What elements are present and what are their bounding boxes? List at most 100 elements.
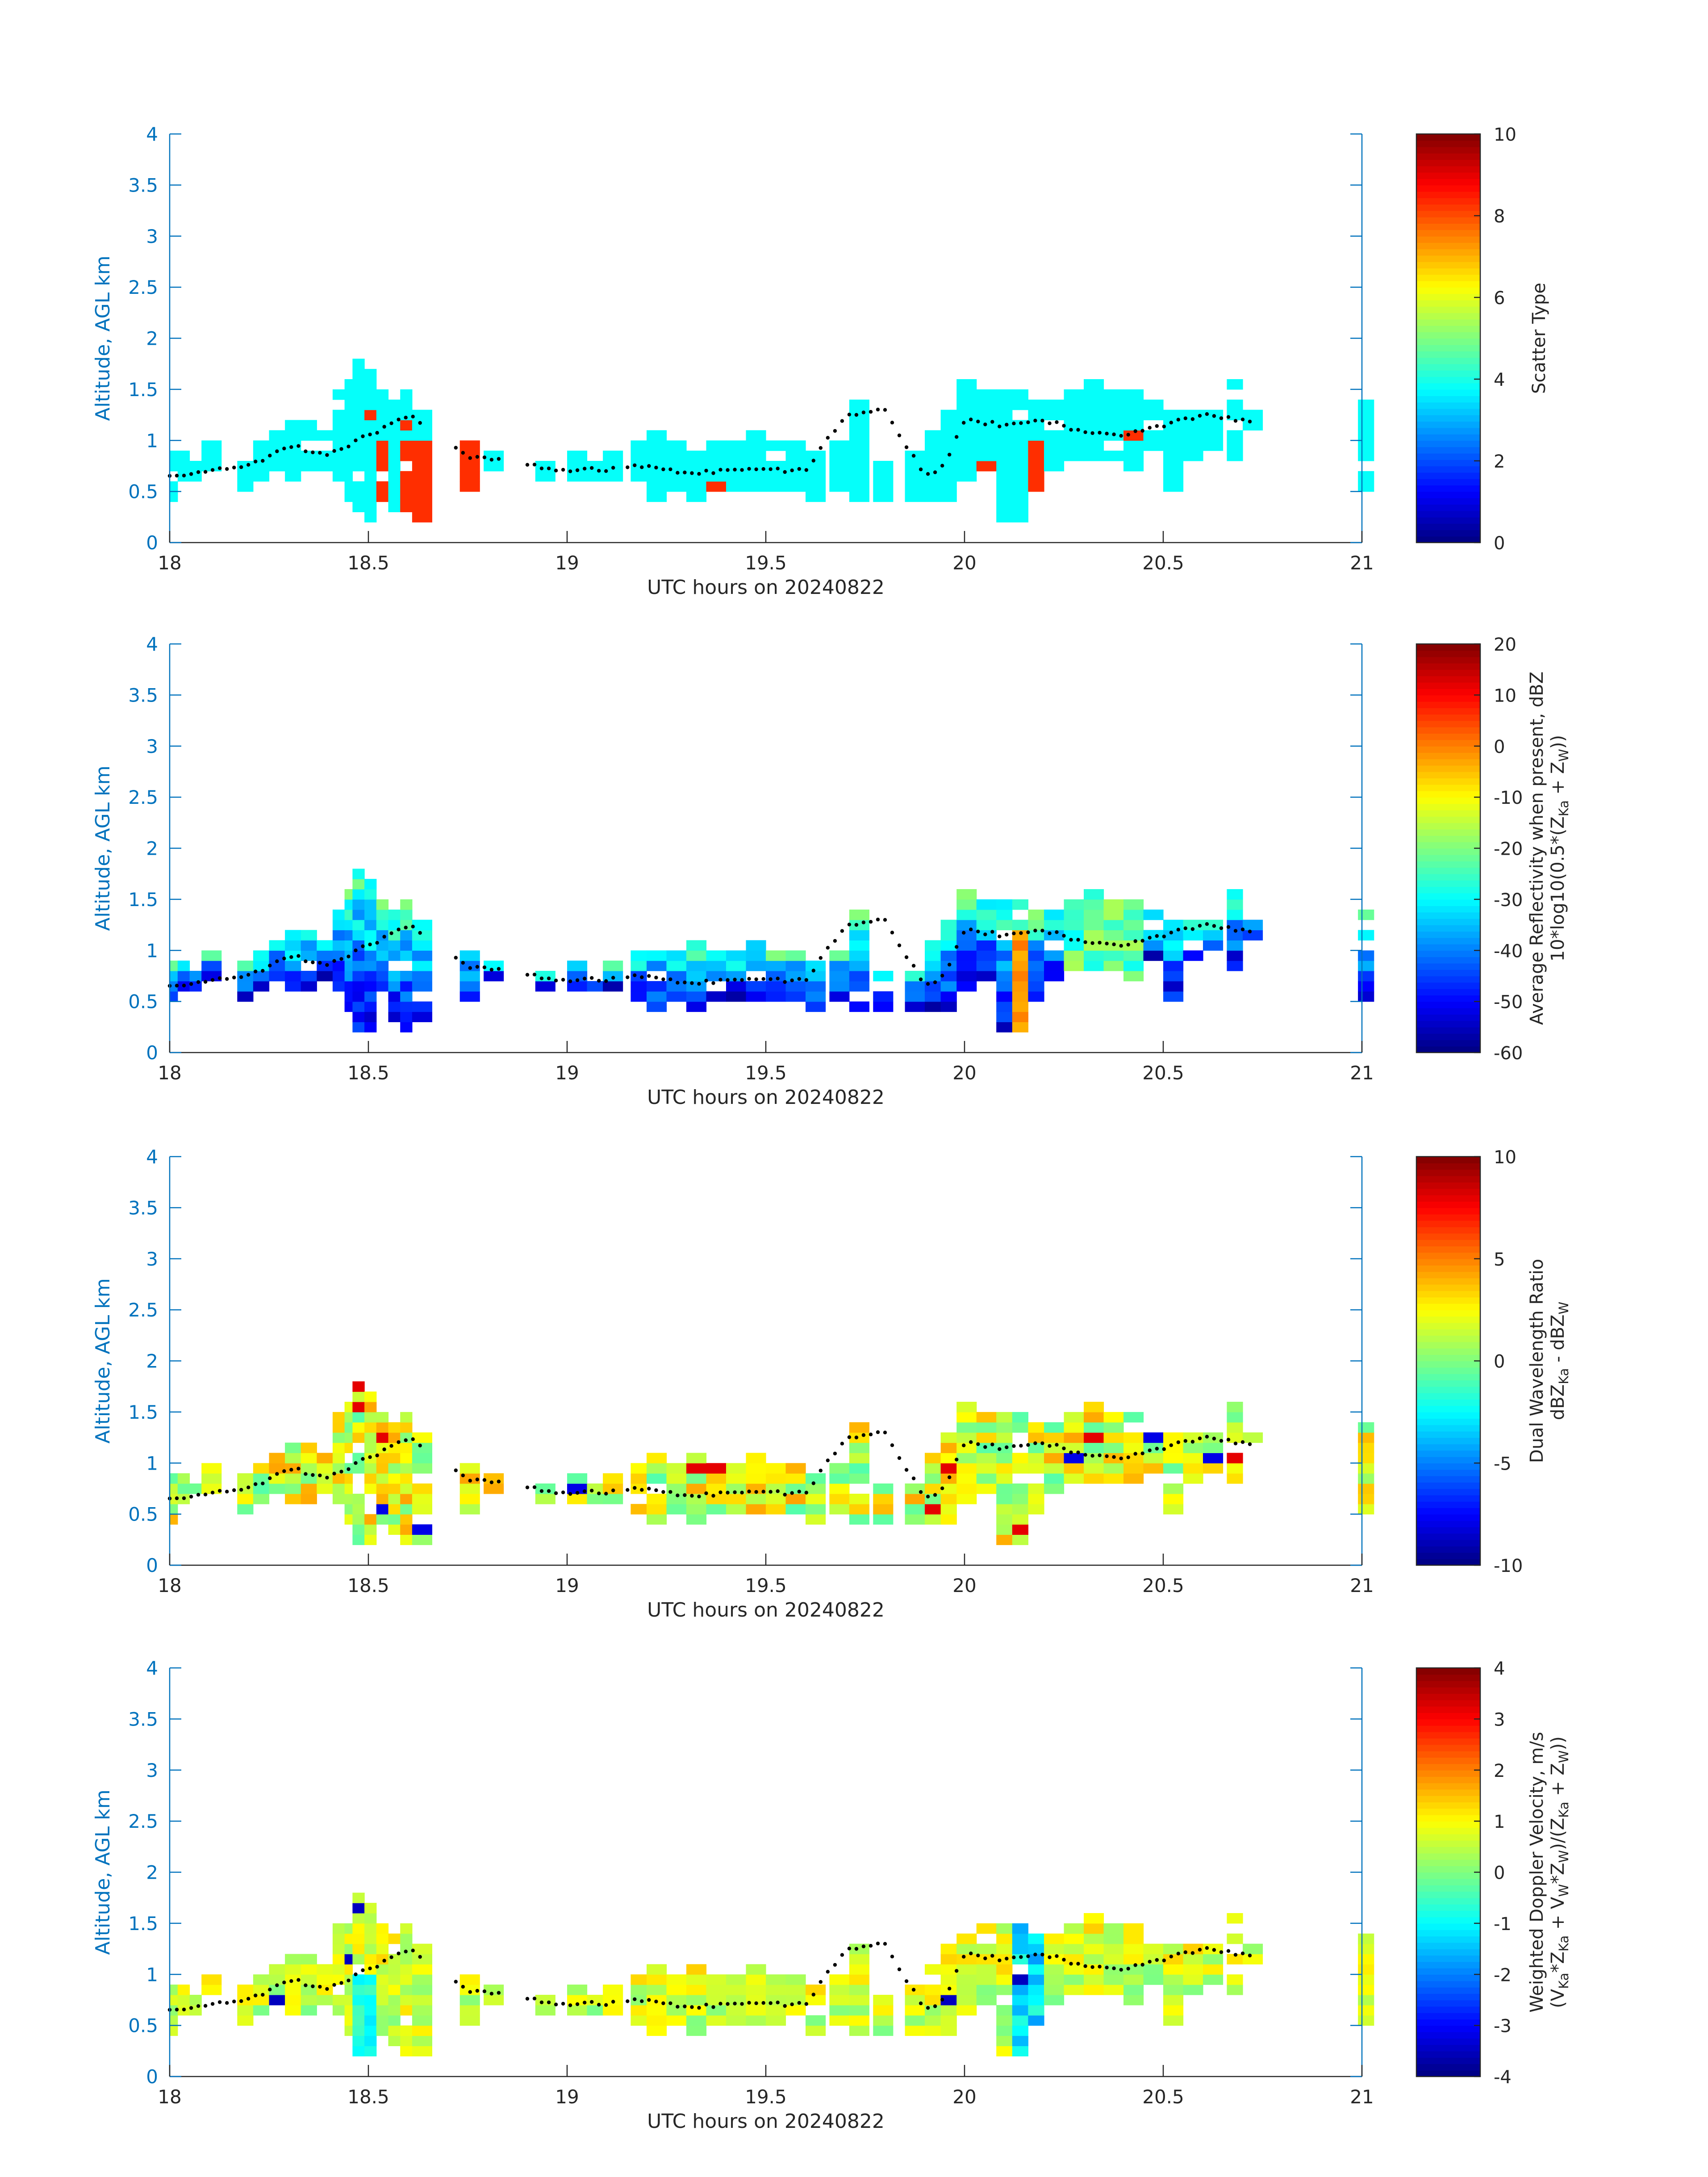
heatmap-cell — [785, 1463, 806, 1474]
heatmap-cell — [631, 2005, 647, 2016]
heatmap-cell — [726, 961, 747, 971]
marker-point — [182, 1496, 186, 1500]
heatmap-cell — [376, 981, 389, 992]
colorbar-swatch — [1416, 1738, 1480, 1745]
x-tick-label: 18.5 — [347, 2086, 389, 2108]
marker-point — [626, 1999, 630, 2003]
heatmap-cell — [484, 971, 504, 982]
heatmap-cell — [1084, 1985, 1104, 1995]
marker-point — [1033, 1441, 1037, 1445]
heatmap-cell — [1028, 1463, 1044, 1474]
marker-point — [189, 2006, 193, 2010]
heatmap-cell — [189, 1483, 202, 1494]
heatmap-cell — [332, 940, 345, 951]
heatmap-cell — [269, 940, 285, 951]
heatmap-cell — [332, 420, 345, 430]
marker-point — [275, 1983, 279, 1987]
heatmap-cell — [364, 1954, 377, 1964]
heatmap-cell — [1243, 1943, 1263, 1955]
marker-point — [640, 1488, 644, 1492]
heatmap-cell — [1012, 1974, 1028, 1985]
heatmap-cell — [352, 1995, 365, 2006]
marker-point — [254, 1993, 258, 1997]
colorbar-swatch — [1416, 1539, 1480, 1546]
colorbar-swatch — [1416, 306, 1480, 313]
heatmap-cell — [956, 409, 977, 421]
heatmap-cell — [253, 451, 270, 461]
heatmap-cell — [412, 2035, 432, 2046]
x-tick-label: 18.5 — [347, 1575, 389, 1596]
marker-point — [497, 457, 501, 461]
marker-point — [854, 923, 859, 927]
heatmap-cell — [376, 420, 389, 430]
heatmap-cell — [1103, 1923, 1124, 1934]
colorbar-swatch — [1416, 1961, 1480, 1968]
heatmap-cell — [301, 1964, 317, 1975]
heatmap-cell — [1358, 399, 1374, 410]
colorbar-swatch — [1416, 1169, 1480, 1176]
heatmap-cell — [686, 971, 707, 982]
heatmap-cell — [1227, 899, 1243, 910]
heatmap-cell — [376, 440, 389, 451]
marker-point — [225, 1490, 229, 1494]
marker-point — [911, 1988, 916, 1992]
heatmap-cell — [849, 909, 869, 920]
heatmap-cell — [269, 1985, 285, 1995]
heatmap-cell — [726, 1473, 747, 1484]
marker-point — [489, 458, 494, 462]
heatmap-cell — [332, 1943, 345, 1955]
marker-point — [1226, 415, 1231, 419]
heatmap-cell — [956, 961, 977, 971]
heatmap-cell — [332, 1483, 345, 1494]
heatmap-cell — [1163, 461, 1184, 472]
marker-point — [1026, 1954, 1030, 1958]
heatmap-cell — [1028, 420, 1044, 430]
heatmap-cell — [352, 950, 365, 961]
cloud-top-markers — [167, 917, 1252, 988]
heatmap-cell — [352, 1022, 365, 1032]
colorbar-swatch — [1416, 1431, 1480, 1438]
heatmap-cell — [376, 1954, 389, 1964]
heatmap-cell — [785, 440, 806, 451]
colorbar-swatch — [1416, 504, 1480, 511]
heatmap-cell — [726, 1463, 747, 1474]
marker-point — [1183, 926, 1187, 930]
heatmap-cell — [806, 481, 826, 492]
colorbar-tick-label: 4 — [1494, 370, 1505, 390]
heatmap-cell — [400, 2035, 413, 2046]
colorbar-swatch — [1416, 1348, 1480, 1355]
heatmap-cell — [706, 1974, 727, 1985]
heatmap-cell — [412, 409, 432, 421]
y-tick-label: 3 — [146, 226, 158, 247]
marker-point — [804, 978, 809, 982]
heatmap-cell — [170, 2005, 178, 2016]
marker-point — [962, 931, 966, 935]
marker-point — [1069, 938, 1073, 942]
heatmap-cell — [376, 950, 389, 961]
heatmap-cell — [1012, 950, 1028, 961]
heatmap-cell — [376, 919, 389, 931]
marker-point — [575, 1491, 580, 1495]
marker-point — [783, 980, 787, 984]
colorbar-swatch — [1416, 650, 1480, 657]
marker-point — [1055, 420, 1059, 424]
colorbar-tick-label: 4 — [1494, 1659, 1505, 1679]
heatmap-cell — [344, 1473, 353, 1484]
colorbar-swatch — [1416, 2038, 1480, 2045]
marker-point — [489, 1480, 494, 1484]
marker-point — [304, 449, 308, 453]
heatmap-cell — [849, 471, 869, 482]
heatmap-cell — [996, 1943, 1013, 1955]
marker-point — [261, 1993, 265, 1997]
heatmap-cell — [170, 2025, 178, 2036]
marker-point — [754, 977, 758, 982]
colorbar-swatch — [1416, 255, 1480, 262]
marker-point — [998, 424, 1002, 429]
y-tick-label: 0.5 — [128, 991, 158, 1013]
heatmap-cell — [388, 481, 401, 492]
colorbar-swatch — [1416, 1303, 1480, 1310]
marker-point — [1012, 1956, 1016, 1960]
heatmap-cell — [905, 2015, 925, 2026]
marker-point — [525, 463, 530, 467]
heatmap-cell — [873, 1995, 894, 2006]
